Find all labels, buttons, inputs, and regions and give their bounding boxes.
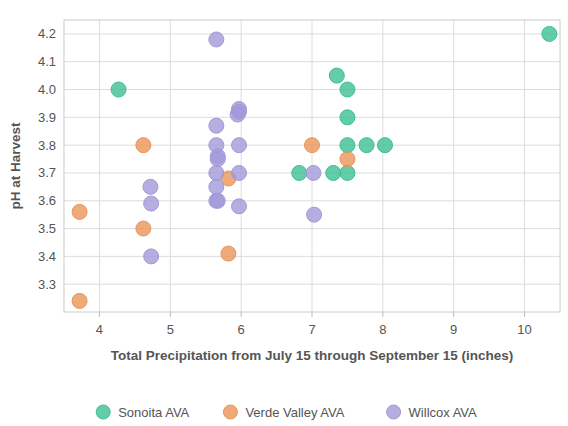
point	[292, 165, 307, 180]
y-grid-line	[64, 89, 560, 90]
y-tick-label: 3.5	[38, 221, 56, 236]
x-grid-line	[453, 20, 454, 312]
x-tick	[524, 312, 525, 317]
legend: Sonoita AVA Verde Valley AVA Willcox AVA	[96, 405, 477, 420]
y-tick-label: 4.2	[38, 26, 56, 41]
point	[232, 165, 247, 180]
x-tick	[312, 312, 313, 317]
x-tick-label: 5	[167, 322, 174, 337]
point	[307, 207, 322, 222]
chart: 4 5 6 7 8 9 10 3.3 3.4 3.5 3.6 3.7 3.8 3.9 4.0 4.1 4.2 To…	[0, 0, 568, 426]
point	[305, 138, 320, 153]
point	[232, 138, 247, 153]
point	[136, 138, 151, 153]
y-tick-label: 4.1	[38, 54, 56, 69]
point	[209, 179, 224, 194]
grid	[64, 20, 560, 317]
y-grid-line	[64, 284, 560, 285]
point	[340, 165, 355, 180]
point	[144, 249, 159, 264]
x-tick-label: 8	[379, 322, 386, 337]
x-tick-label: 9	[450, 322, 457, 337]
point	[340, 138, 355, 153]
x-tick	[241, 312, 242, 317]
legend-marker	[96, 405, 110, 419]
x-tick	[99, 312, 100, 317]
y-tick-label: 3.8	[38, 138, 56, 153]
legend-label: Willcox AVA	[409, 405, 477, 420]
y-tick-label: 3.7	[38, 165, 56, 180]
x-tick-label: 10	[517, 322, 531, 337]
x-grid-line	[382, 20, 383, 312]
x-tick	[170, 312, 171, 317]
point	[306, 165, 321, 180]
y-grid-line	[64, 256, 560, 257]
y-tick-label: 3.4	[38, 249, 56, 264]
y-axis-label: pH at Harvest	[8, 122, 23, 210]
point	[72, 204, 87, 219]
point	[209, 165, 224, 180]
y-tick-label: 3.6	[38, 193, 56, 208]
point	[209, 32, 224, 47]
y-tick-label: 3.3	[38, 277, 56, 292]
point	[542, 26, 557, 41]
point	[210, 193, 225, 208]
point	[72, 293, 87, 308]
legend-label: Sonoita AVA	[118, 405, 189, 420]
point	[329, 68, 344, 83]
point	[359, 138, 374, 153]
x-grid-line	[99, 20, 100, 312]
point	[210, 152, 225, 167]
y-tick-label: 3.9	[38, 110, 56, 125]
point	[143, 179, 158, 194]
legend-label: Verde Valley AVA	[245, 405, 344, 420]
point	[209, 118, 224, 133]
y-grid-line	[64, 200, 560, 201]
point	[144, 196, 159, 211]
x-tick-label: 6	[238, 322, 245, 337]
point	[340, 152, 355, 167]
point	[221, 246, 236, 261]
x-tick-label: 7	[308, 322, 315, 337]
point	[136, 221, 151, 236]
point	[340, 82, 355, 97]
plot-frame	[64, 20, 560, 312]
point	[377, 138, 392, 153]
point	[230, 107, 245, 122]
points	[72, 26, 557, 308]
y-grid-line	[64, 33, 560, 34]
legend-marker	[387, 405, 401, 419]
legend-marker	[223, 405, 237, 419]
point	[340, 110, 355, 125]
x-tick	[453, 312, 454, 317]
y-grid-line	[64, 61, 560, 62]
y-tick-label: 4.0	[38, 82, 56, 97]
x-grid-line	[524, 20, 525, 312]
point	[326, 165, 341, 180]
y-grid-line	[64, 117, 560, 118]
x-tick	[382, 312, 383, 317]
point	[111, 82, 126, 97]
x-grid-line	[170, 20, 171, 312]
point	[232, 199, 247, 214]
x-axis-label: Total Precipitation from July 15 through…	[111, 348, 514, 363]
x-tick-label: 4	[96, 322, 103, 337]
